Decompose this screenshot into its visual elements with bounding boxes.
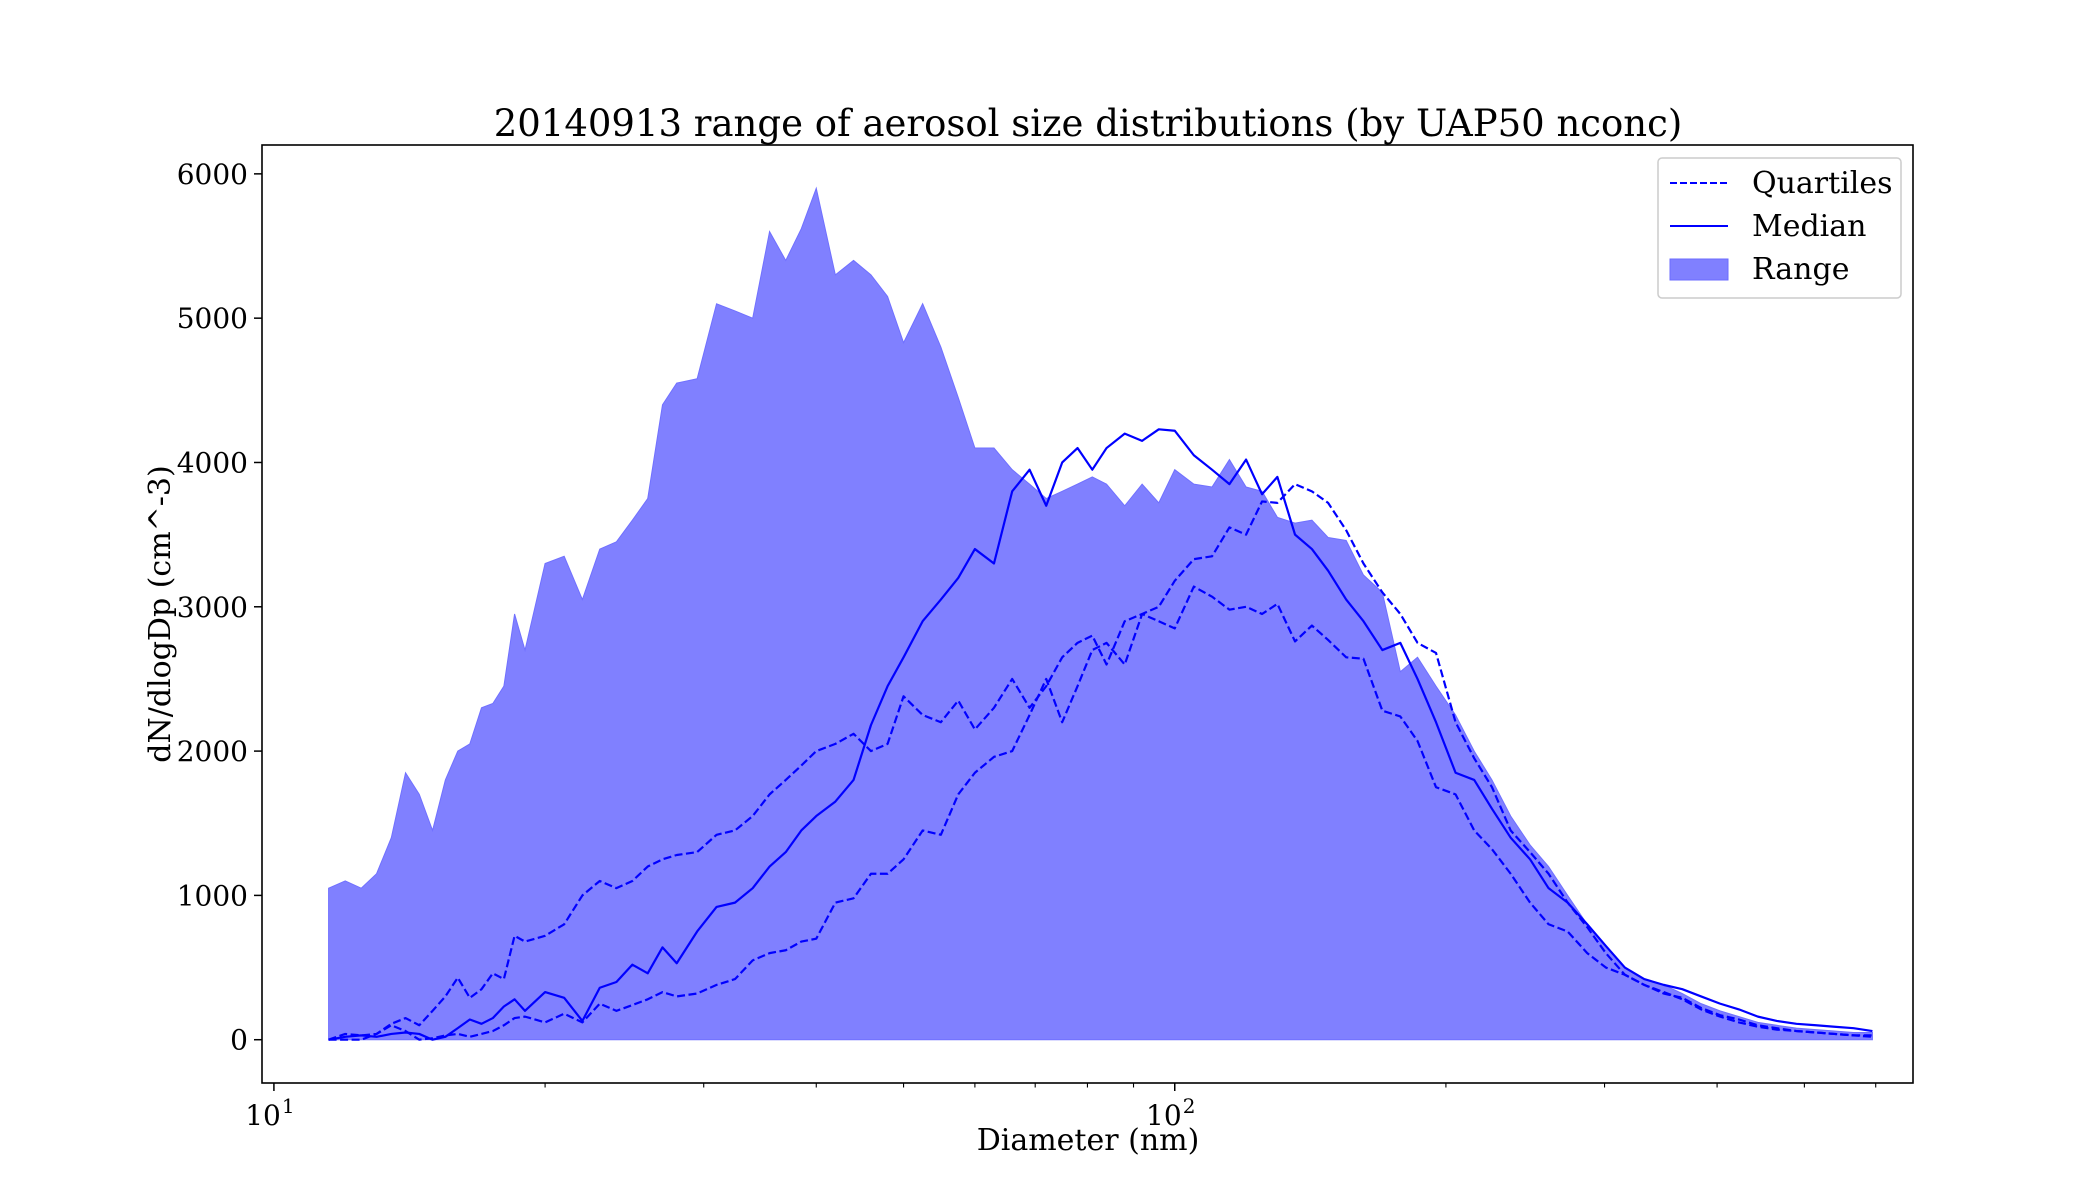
chart-title: 20140913 range of aerosol size distribut… [494,102,1683,145]
y-tick-label: 4000 [177,446,248,479]
legend-median-label: Median [1752,209,1866,244]
legend-quartiles-label: Quartiles [1752,166,1893,201]
lower-quartile-line [328,585,1873,1041]
median-line [328,428,1873,1041]
y-axis-label: dN/dlogDp (cm^-3) [143,465,178,762]
range-area [328,186,1873,1041]
y-tick-label: 1000 [177,879,248,912]
y-axis-ticks: 0 1000 2000 3000 4000 5000 6000 [177,158,262,1057]
y-tick-label: 6000 [177,158,248,191]
upper-quartile-line [328,483,1873,1041]
y-tick-label: 0 [230,1024,248,1057]
y-tick-label: 2000 [177,735,248,768]
legend-range-swatch [1669,258,1729,281]
y-tick-label: 5000 [177,302,248,335]
y-tick-label: 3000 [177,591,248,624]
legend: Quartiles Median Range [1657,157,1902,299]
x-tick-label: 101 [245,1094,294,1132]
plot-content [328,186,1873,1041]
x-axis-label: Diameter (nm) [977,1123,1200,1158]
legend-range-label: Range [1752,252,1849,287]
